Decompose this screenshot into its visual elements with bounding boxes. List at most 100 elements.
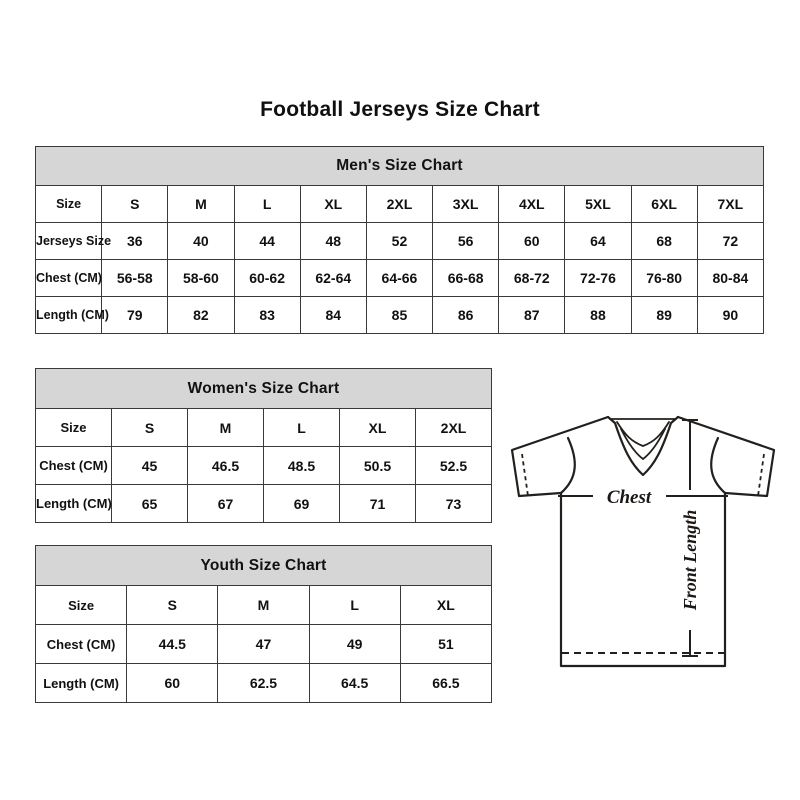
table-row: Length (CM) 65 67 69 71 73	[35, 484, 492, 523]
row-header-length: Length (CM)	[34, 296, 109, 334]
table-row: Chest (CM) 44.5 47 49 51	[34, 624, 493, 664]
table-cell: 86	[432, 296, 500, 334]
mens-size-chart-table: Men's Size Chart Size S M L XL 2XL 3XL 4…	[34, 146, 765, 334]
table-cell: 79	[101, 296, 169, 334]
table-cell: 4XL	[498, 185, 566, 223]
table-row: Length (CM) 60 62.5 64.5 66.5	[34, 663, 493, 703]
table-cell: 40	[167, 222, 235, 260]
table-cell: 68-72	[498, 259, 566, 297]
row-header-size: Size	[34, 185, 103, 223]
table-cell: XL	[399, 585, 493, 625]
table-cell: 60	[126, 663, 219, 703]
table-cell: 36	[101, 222, 169, 260]
table-row: Size S M L XL 2XL	[35, 408, 492, 447]
table-caption-row: Men's Size Chart	[35, 146, 764, 186]
table-cell: 72-76	[564, 259, 632, 297]
table-cell: 85	[365, 296, 434, 334]
table-row: Chest (CM) 45 46.5 48.5 50.5 52.5	[35, 446, 492, 485]
table-cell: S	[101, 185, 169, 223]
table-cell: 50.5	[339, 446, 416, 485]
table-cell: 46.5	[187, 446, 264, 485]
table-cell: 90	[696, 296, 765, 334]
table-cell: M	[167, 185, 235, 223]
table-cell: XL	[299, 185, 367, 223]
table-cell: L	[263, 408, 340, 447]
table-cell: 2XL	[415, 408, 492, 447]
youth-table-body: Youth Size Chart Size S M L XL Chest (CM…	[34, 545, 493, 703]
table-cell: 44	[233, 222, 301, 260]
youth-size-chart-table: Youth Size Chart Size S M L XL Chest (CM…	[34, 545, 493, 703]
table-cell: 5XL	[564, 185, 632, 223]
table-cell: 62-64	[299, 259, 367, 297]
table-cell: 67	[187, 484, 264, 523]
row-header-chest: Chest (CM)	[34, 259, 103, 297]
table-cell: 80-84	[696, 259, 765, 297]
table-row: Jerseys Size 36 40 44 48 52 56 60 64 68 …	[34, 222, 765, 260]
table-cell: 44.5	[126, 624, 219, 664]
table-cell: 56-58	[101, 259, 169, 297]
table-cell: 72	[696, 222, 765, 260]
table-caption-row: Women's Size Chart	[35, 368, 492, 409]
table-cell: 76-80	[630, 259, 698, 297]
row-header-size: Size	[34, 585, 128, 625]
table-cell: 3XL	[432, 185, 500, 223]
row-header-length: Length (CM)	[35, 484, 112, 523]
table-cell: 71	[339, 484, 416, 523]
table-cell: 73	[415, 484, 492, 523]
row-header-jerseys-size: Jerseys Size	[34, 222, 111, 260]
mens-table-caption: Men's Size Chart	[35, 146, 764, 186]
table-cell: 56	[432, 222, 500, 260]
table-cell: 48	[299, 222, 367, 260]
table-cell: 82	[167, 296, 235, 334]
table-cell: 2XL	[365, 185, 434, 223]
table-cell: 62.5	[217, 663, 310, 703]
table-cell: 64-66	[365, 259, 434, 297]
mens-table-body: Men's Size Chart Size S M L XL 2XL 3XL 4…	[34, 146, 765, 334]
table-cell: 66.5	[399, 663, 493, 703]
table-cell: 48.5	[263, 446, 340, 485]
table-cell: 52	[365, 222, 434, 260]
table-cell: 65	[111, 484, 188, 523]
table-row: Size S M L XL	[34, 585, 493, 625]
youth-table-caption: Youth Size Chart	[35, 545, 492, 586]
table-cell: 47	[217, 624, 310, 664]
table-row: Length (CM) 79 82 83 84 85 86 87 88 89 9…	[34, 296, 765, 334]
table-cell: XL	[339, 408, 416, 447]
row-header-size: Size	[35, 408, 112, 447]
table-row: Size S M L XL 2XL 3XL 4XL 5XL 6XL 7XL	[34, 185, 765, 223]
table-cell: 87	[498, 296, 566, 334]
womens-table-body: Women's Size Chart Size S M L XL 2XL Che…	[35, 368, 492, 523]
table-cell: 52.5	[415, 446, 492, 485]
table-cell: L	[308, 585, 401, 625]
jersey-measurement-diagram: Chest Front Length	[498, 398, 788, 683]
table-cell: 88	[564, 296, 632, 334]
table-cell: S	[126, 585, 219, 625]
table-cell: 83	[233, 296, 301, 334]
table-cell: S	[111, 408, 188, 447]
table-cell: 51	[399, 624, 493, 664]
table-cell: 58-60	[167, 259, 235, 297]
table-cell: 66-68	[432, 259, 500, 297]
table-cell: 6XL	[630, 185, 698, 223]
table-cell: 64.5	[308, 663, 401, 703]
table-cell: 60-62	[233, 259, 301, 297]
page-title: Football Jerseys Size Chart	[260, 98, 540, 121]
table-cell: 7XL	[696, 185, 765, 223]
table-row: Chest (CM) 56-58 58-60 60-62 62-64 64-66…	[34, 259, 765, 297]
table-cell: 45	[111, 446, 188, 485]
table-cell: 84	[299, 296, 367, 334]
row-header-length: Length (CM)	[34, 663, 128, 703]
chest-measure-label: Chest	[607, 487, 652, 508]
table-cell: 69	[263, 484, 340, 523]
table-cell: 49	[308, 624, 401, 664]
table-cell: M	[187, 408, 264, 447]
table-cell: M	[217, 585, 310, 625]
table-caption-row: Youth Size Chart	[35, 545, 492, 586]
table-cell: L	[233, 185, 301, 223]
womens-size-chart-table: Women's Size Chart Size S M L XL 2XL Che…	[35, 368, 492, 523]
womens-table-caption: Women's Size Chart	[35, 368, 492, 409]
row-header-chest: Chest (CM)	[35, 446, 112, 485]
table-cell: 68	[630, 222, 698, 260]
row-header-chest: Chest (CM)	[34, 624, 128, 664]
table-cell: 89	[630, 296, 698, 334]
